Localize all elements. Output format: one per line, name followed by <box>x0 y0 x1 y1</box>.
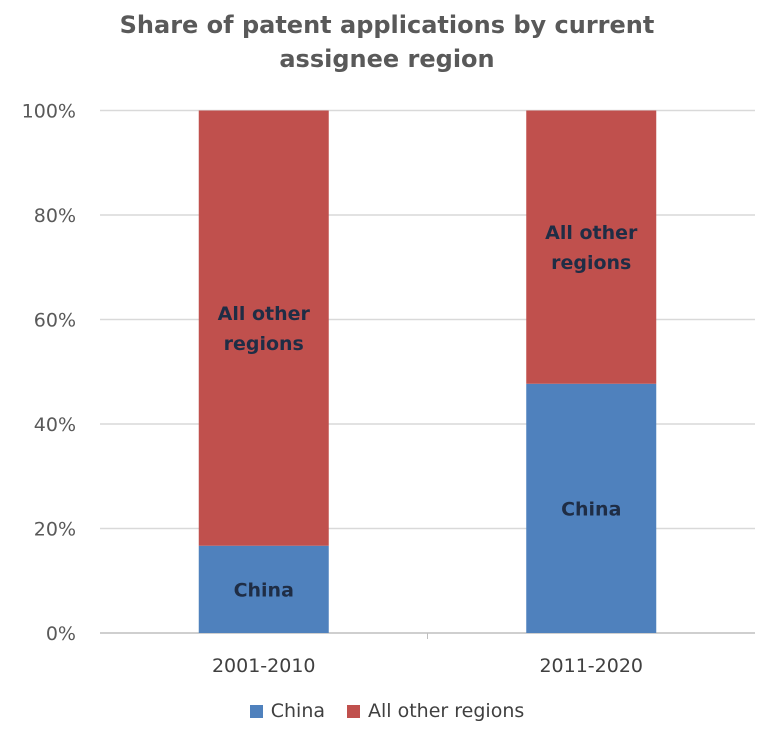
bar-other-2011-2020 <box>526 110 657 384</box>
title-line-1: Share of patent applications by current <box>119 11 655 39</box>
legend-item-other: All other regions <box>347 700 524 722</box>
data-label: China <box>234 579 294 601</box>
title-line-2: assignee region <box>279 45 495 73</box>
x-tick-label: 2001-2010 <box>212 655 316 677</box>
bar-china-2001-2010 <box>198 545 329 633</box>
chart-title: Share of patent applications by current … <box>0 8 774 76</box>
data-label: All other <box>218 303 311 325</box>
legend-swatch-other <box>347 704 361 718</box>
legend-swatch-china <box>249 704 263 718</box>
y-tick-label: 80% <box>34 205 76 227</box>
y-tick-label: 40% <box>34 414 76 436</box>
legend-label-other: All other regions <box>368 700 525 722</box>
legend-label-china: China <box>270 700 326 722</box>
stacked-bar-chart: 0% 20% 40% 60% 80% 100% China All other regions 2… <box>22 101 755 677</box>
data-label: China <box>561 498 621 520</box>
y-tick-label: 0% <box>46 623 76 645</box>
data-label: regions <box>551 252 631 274</box>
bar-other-2001-2010 <box>198 110 329 546</box>
bar-china-2011-2020 <box>526 383 657 633</box>
legend-item-china: China <box>249 700 326 722</box>
x-tick-label: 2011-2020 <box>539 655 643 677</box>
data-label: regions <box>224 333 304 355</box>
data-label: All other <box>545 222 638 244</box>
y-tick-label: 60% <box>34 310 76 332</box>
y-tick-label: 20% <box>34 519 76 541</box>
y-tick-label: 100% <box>22 101 76 123</box>
legend: China All other regions <box>0 700 774 722</box>
